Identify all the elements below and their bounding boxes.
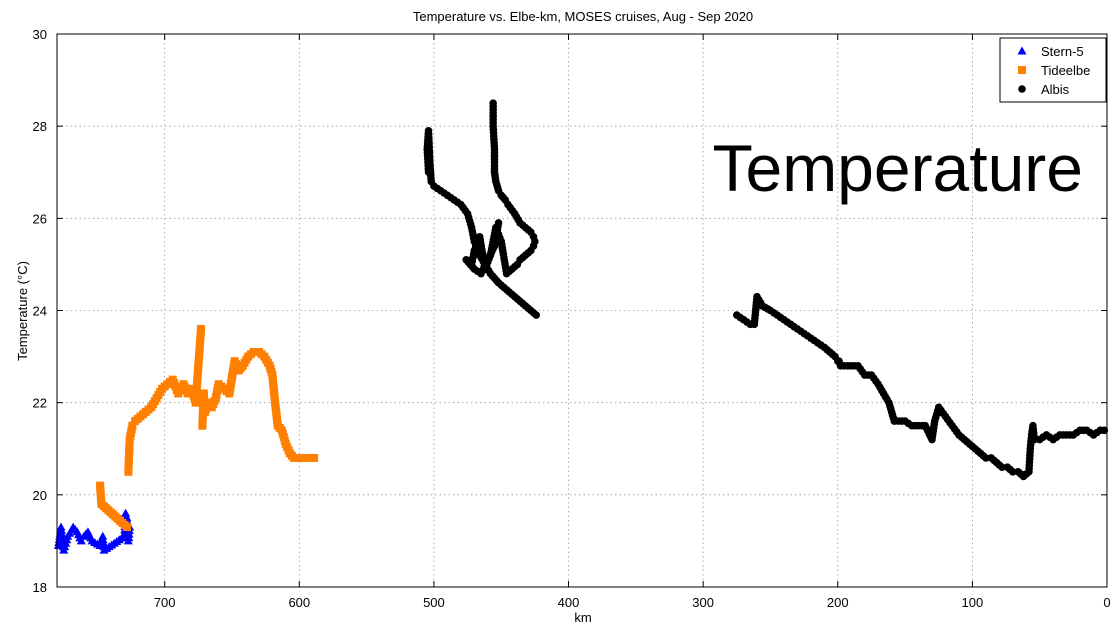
temperature-annotation: Temperature xyxy=(712,131,1083,205)
tick-labels: 700 600 500 400 300 200 100 0 18 20 22 24 26 28 30 xyxy=(33,27,1111,610)
x-tick-label: 100 xyxy=(962,595,984,610)
data-point xyxy=(98,531,108,540)
series-albis xyxy=(423,99,1109,481)
y-axis-label: Temperature (°C) xyxy=(15,261,30,361)
data-point xyxy=(98,538,108,547)
legend-marker xyxy=(1018,85,1026,93)
data-point xyxy=(1030,435,1039,444)
data-point xyxy=(1100,426,1109,435)
legend: Stern-5 Tideelbe Albis xyxy=(999,37,1107,103)
x-tick-label: 200 xyxy=(827,595,849,610)
legend-item: Stern-5 xyxy=(1017,44,1084,59)
y-tick-label: 20 xyxy=(33,488,47,503)
y-tick-label: 24 xyxy=(33,304,47,319)
legend-item: Albis xyxy=(1018,82,1070,97)
data-point xyxy=(123,523,131,532)
data-point xyxy=(128,421,137,430)
data-point xyxy=(306,453,315,462)
data-point xyxy=(197,324,206,333)
data-point xyxy=(289,453,298,462)
data-points xyxy=(53,99,1109,554)
x-tick-label: 300 xyxy=(692,595,714,610)
data-point xyxy=(998,463,1006,471)
data-point xyxy=(982,454,990,462)
x-tick-label: 600 xyxy=(288,595,310,610)
data-point xyxy=(121,508,131,517)
legend-marker xyxy=(1018,66,1026,74)
legend-marker xyxy=(1017,46,1027,55)
y-tick-label: 22 xyxy=(33,396,47,411)
x-tick-label: 500 xyxy=(423,595,445,610)
y-tick-label: 18 xyxy=(33,580,47,595)
legend-label: Albis xyxy=(1041,82,1070,97)
series-tideelbe xyxy=(96,324,319,532)
data-point xyxy=(300,453,309,462)
legend-item: Tideelbe xyxy=(1018,63,1090,78)
data-point xyxy=(532,311,541,319)
data-point xyxy=(295,453,304,462)
x-tick-label: 700 xyxy=(154,595,176,610)
x-tick-label: 0 xyxy=(1103,595,1110,610)
legend-box xyxy=(999,37,1107,103)
data-point xyxy=(1008,467,1017,476)
chart-title: Temperature vs. Elbe-km, MOSES cruises, … xyxy=(413,9,753,24)
axes xyxy=(56,33,1108,588)
legend-label: Tideelbe xyxy=(1041,63,1090,78)
x-axis-label: km xyxy=(574,610,591,625)
data-point xyxy=(249,347,258,356)
x-tick-label: 400 xyxy=(558,595,580,610)
data-point xyxy=(98,535,108,544)
y-tick-label: 28 xyxy=(33,119,47,134)
data-point xyxy=(310,453,319,462)
y-tick-label: 26 xyxy=(33,211,47,226)
legend-label: Stern-5 xyxy=(1041,44,1084,59)
legend-items: Stern-5 Tideelbe Albis xyxy=(1017,44,1090,97)
y-tick-label: 30 xyxy=(33,27,47,42)
data-point xyxy=(494,219,503,227)
data-point xyxy=(76,536,86,545)
